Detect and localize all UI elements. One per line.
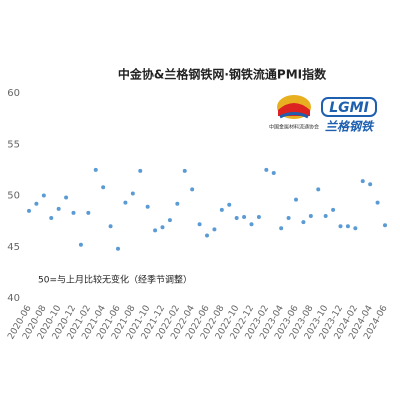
point	[138, 168, 143, 173]
point	[227, 202, 232, 207]
point	[256, 215, 261, 220]
point	[116, 246, 120, 251]
point	[242, 215, 247, 220]
point	[219, 207, 224, 212]
point	[331, 207, 336, 212]
point	[108, 224, 113, 229]
y-tick-label: 50	[7, 191, 20, 202]
y-tick-label: 40	[7, 293, 20, 304]
point	[190, 187, 195, 192]
y-tick-label: 60	[7, 88, 20, 99]
point	[182, 168, 187, 173]
point	[197, 222, 202, 227]
point	[308, 214, 313, 218]
point	[249, 222, 254, 227]
point	[86, 210, 91, 215]
left-logo: 中国金属材料流通协会	[269, 95, 319, 131]
logo-frame	[321, 97, 377, 117]
point	[212, 227, 217, 232]
point	[145, 204, 150, 209]
point	[167, 218, 172, 223]
point	[123, 200, 128, 205]
point	[34, 201, 39, 206]
point	[93, 167, 98, 172]
logo-text: 兰格钢铁	[325, 120, 375, 134]
point	[279, 226, 284, 231]
logo-mark: LGMI	[329, 100, 369, 116]
point	[130, 191, 135, 196]
point	[353, 226, 358, 231]
point	[345, 224, 350, 229]
point	[153, 228, 158, 233]
point	[175, 201, 180, 206]
point	[360, 179, 365, 184]
annotation: 50=与上月比较无变化（经季节调整）	[38, 274, 192, 286]
point	[234, 216, 239, 221]
point	[78, 242, 83, 247]
right-logo: LGMI 兰格钢铁	[321, 97, 377, 134]
y-tick-label: 45	[7, 242, 20, 253]
point	[27, 208, 31, 213]
logo-emblem	[278, 103, 310, 116]
point	[316, 187, 321, 192]
point	[101, 185, 106, 190]
point	[338, 224, 343, 229]
logo-emblem	[279, 112, 309, 119]
point	[64, 195, 69, 200]
point	[71, 210, 76, 215]
point	[49, 216, 54, 221]
point	[301, 220, 306, 225]
chart-title: 中金协&兰格钢铁网·钢铁流通PMI指数	[118, 67, 327, 82]
point	[264, 167, 269, 172]
point	[375, 200, 380, 205]
point	[286, 216, 291, 221]
point	[383, 223, 387, 228]
point	[294, 197, 298, 202]
point	[205, 233, 209, 238]
logo-caption: 中国金属材料流通协会	[269, 124, 319, 131]
point	[368, 182, 373, 187]
point	[271, 170, 276, 175]
point	[323, 214, 328, 218]
point	[160, 225, 165, 230]
point	[41, 193, 46, 198]
y-tick-label: 55	[7, 139, 20, 150]
point	[56, 206, 61, 211]
